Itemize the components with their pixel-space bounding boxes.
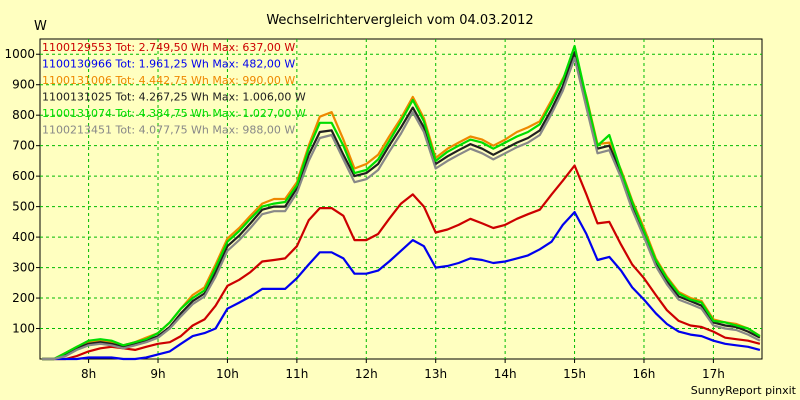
x-tick-label: 17h — [702, 367, 725, 381]
legend-entry-1100130966: 1100130966 Tot: 1.961,25 Wh Max: 482,00 … — [42, 58, 295, 71]
x-tick-label: 11h — [285, 367, 308, 381]
x-tick-label: 10h — [216, 367, 239, 381]
y-tick-label: 600 — [12, 169, 35, 183]
y-axis-label: W — [34, 19, 47, 34]
x-tick-label: 15h — [563, 367, 586, 381]
y-tick-label: 500 — [12, 200, 35, 214]
y-tick-label: 900 — [12, 78, 35, 92]
series-line-1100213451 — [42, 56, 761, 361]
y-tick-label: 400 — [12, 230, 35, 244]
y-tick-label: 700 — [12, 139, 35, 153]
legend-entry-1100131025: 1100131025 Tot: 4.267,25 Wh Max: 1.006,0… — [42, 91, 306, 104]
footer-credit: SunnyReport pinxit — [691, 384, 797, 397]
legend-entry-1100131074: 1100131074 Tot: 4.384,75 Wh Max: 1.027,0… — [42, 107, 306, 120]
chart-title: Wechselrichtervergleich vom 04.03.2012 — [266, 13, 533, 28]
x-tick-label: 13h — [424, 367, 447, 381]
series-line-1100130966 — [42, 211, 761, 361]
y-tick-label: 1000 — [4, 47, 35, 61]
y-tick-label: 800 — [12, 108, 35, 122]
grid — [40, 39, 762, 359]
x-tick-label: 12h — [355, 367, 378, 381]
legend-entry-1100129553: 1100129553 Tot: 2.749,50 Wh Max: 637,00 … — [42, 41, 295, 54]
y-tick-label: 300 — [12, 261, 35, 275]
legend: 1100129553 Tot: 2.749,50 Wh Max: 637,00 … — [42, 41, 306, 137]
series-line-1100131025 — [42, 51, 761, 361]
series-line-1100131074 — [42, 44, 761, 361]
x-tick-label: 16h — [633, 367, 656, 381]
x-tick-label: 14h — [494, 367, 517, 381]
x-tick-label: 9h — [150, 367, 165, 381]
y-tick-label: 200 — [12, 291, 35, 305]
x-tick-label: 8h — [81, 367, 96, 381]
y-tick-label: 100 — [12, 322, 35, 336]
legend-entry-1100213451: 1100213451 Tot: 4.077,75 Wh Max: 988,00 … — [42, 124, 295, 137]
series-lines — [42, 44, 761, 361]
plot-area — [39, 38, 763, 360]
legend-entry-1100131006: 1100131006 Tot: 4.442,75 Wh Max: 990,00 … — [42, 74, 295, 87]
axis-ticks: 100 200 300 400 500 600 700 800 900 1000 8h 9h 10h 11… — [4, 47, 724, 381]
series-line-1100129553 — [42, 164, 761, 361]
